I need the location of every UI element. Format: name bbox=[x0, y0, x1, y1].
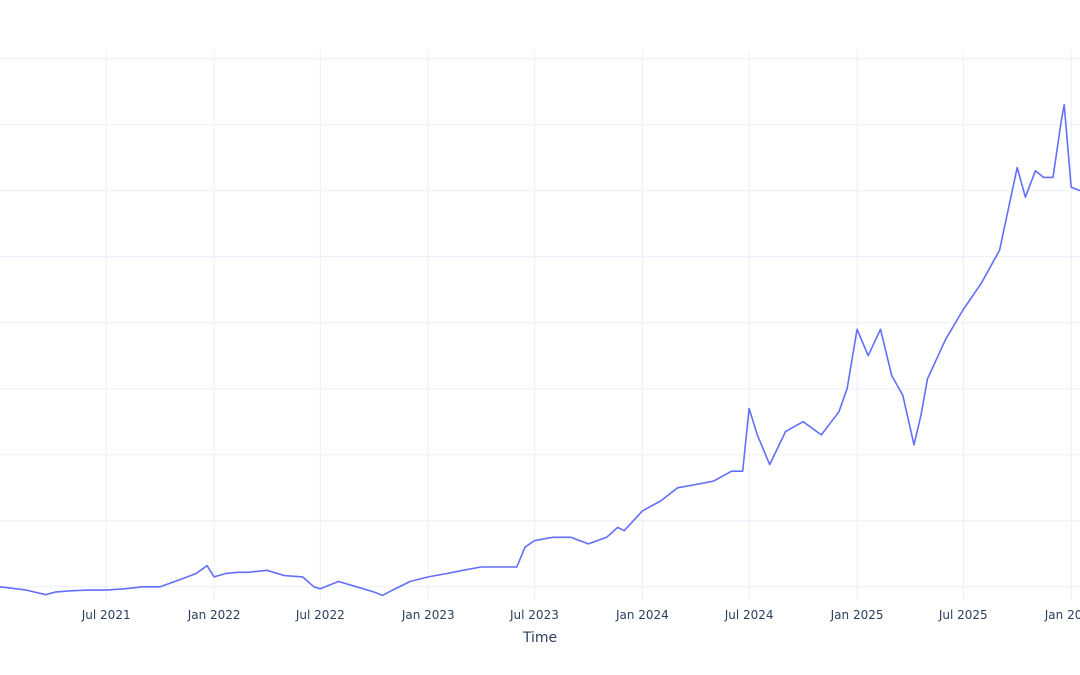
x-tick-label: Jan 2025 bbox=[830, 608, 884, 622]
grid-lines bbox=[0, 50, 1080, 600]
x-axis-title: Time bbox=[522, 630, 557, 646]
x-tick-label: Jan 2022 bbox=[187, 608, 241, 622]
series-line bbox=[0, 104, 1080, 597]
x-axis-ticks: Jul 2021 Jan 2022 Jul 2022 Jan 2023 Jul 2023… bbox=[81, 608, 1080, 622]
x-tick-label: Jan 2024 bbox=[615, 608, 669, 622]
x-tick-label: Jul 2022 bbox=[295, 608, 345, 622]
x-tick-label: Jul 2024 bbox=[724, 608, 774, 622]
x-tick-label: Jan 2023 bbox=[401, 608, 455, 622]
x-tick-label: Jul 2025 bbox=[938, 608, 988, 622]
x-tick-label: Jan 2026 bbox=[1044, 608, 1080, 622]
x-tick-label: Jul 2023 bbox=[509, 608, 559, 622]
plot-area bbox=[0, 104, 1080, 597]
x-tick-label: Jul 2021 bbox=[81, 608, 131, 622]
